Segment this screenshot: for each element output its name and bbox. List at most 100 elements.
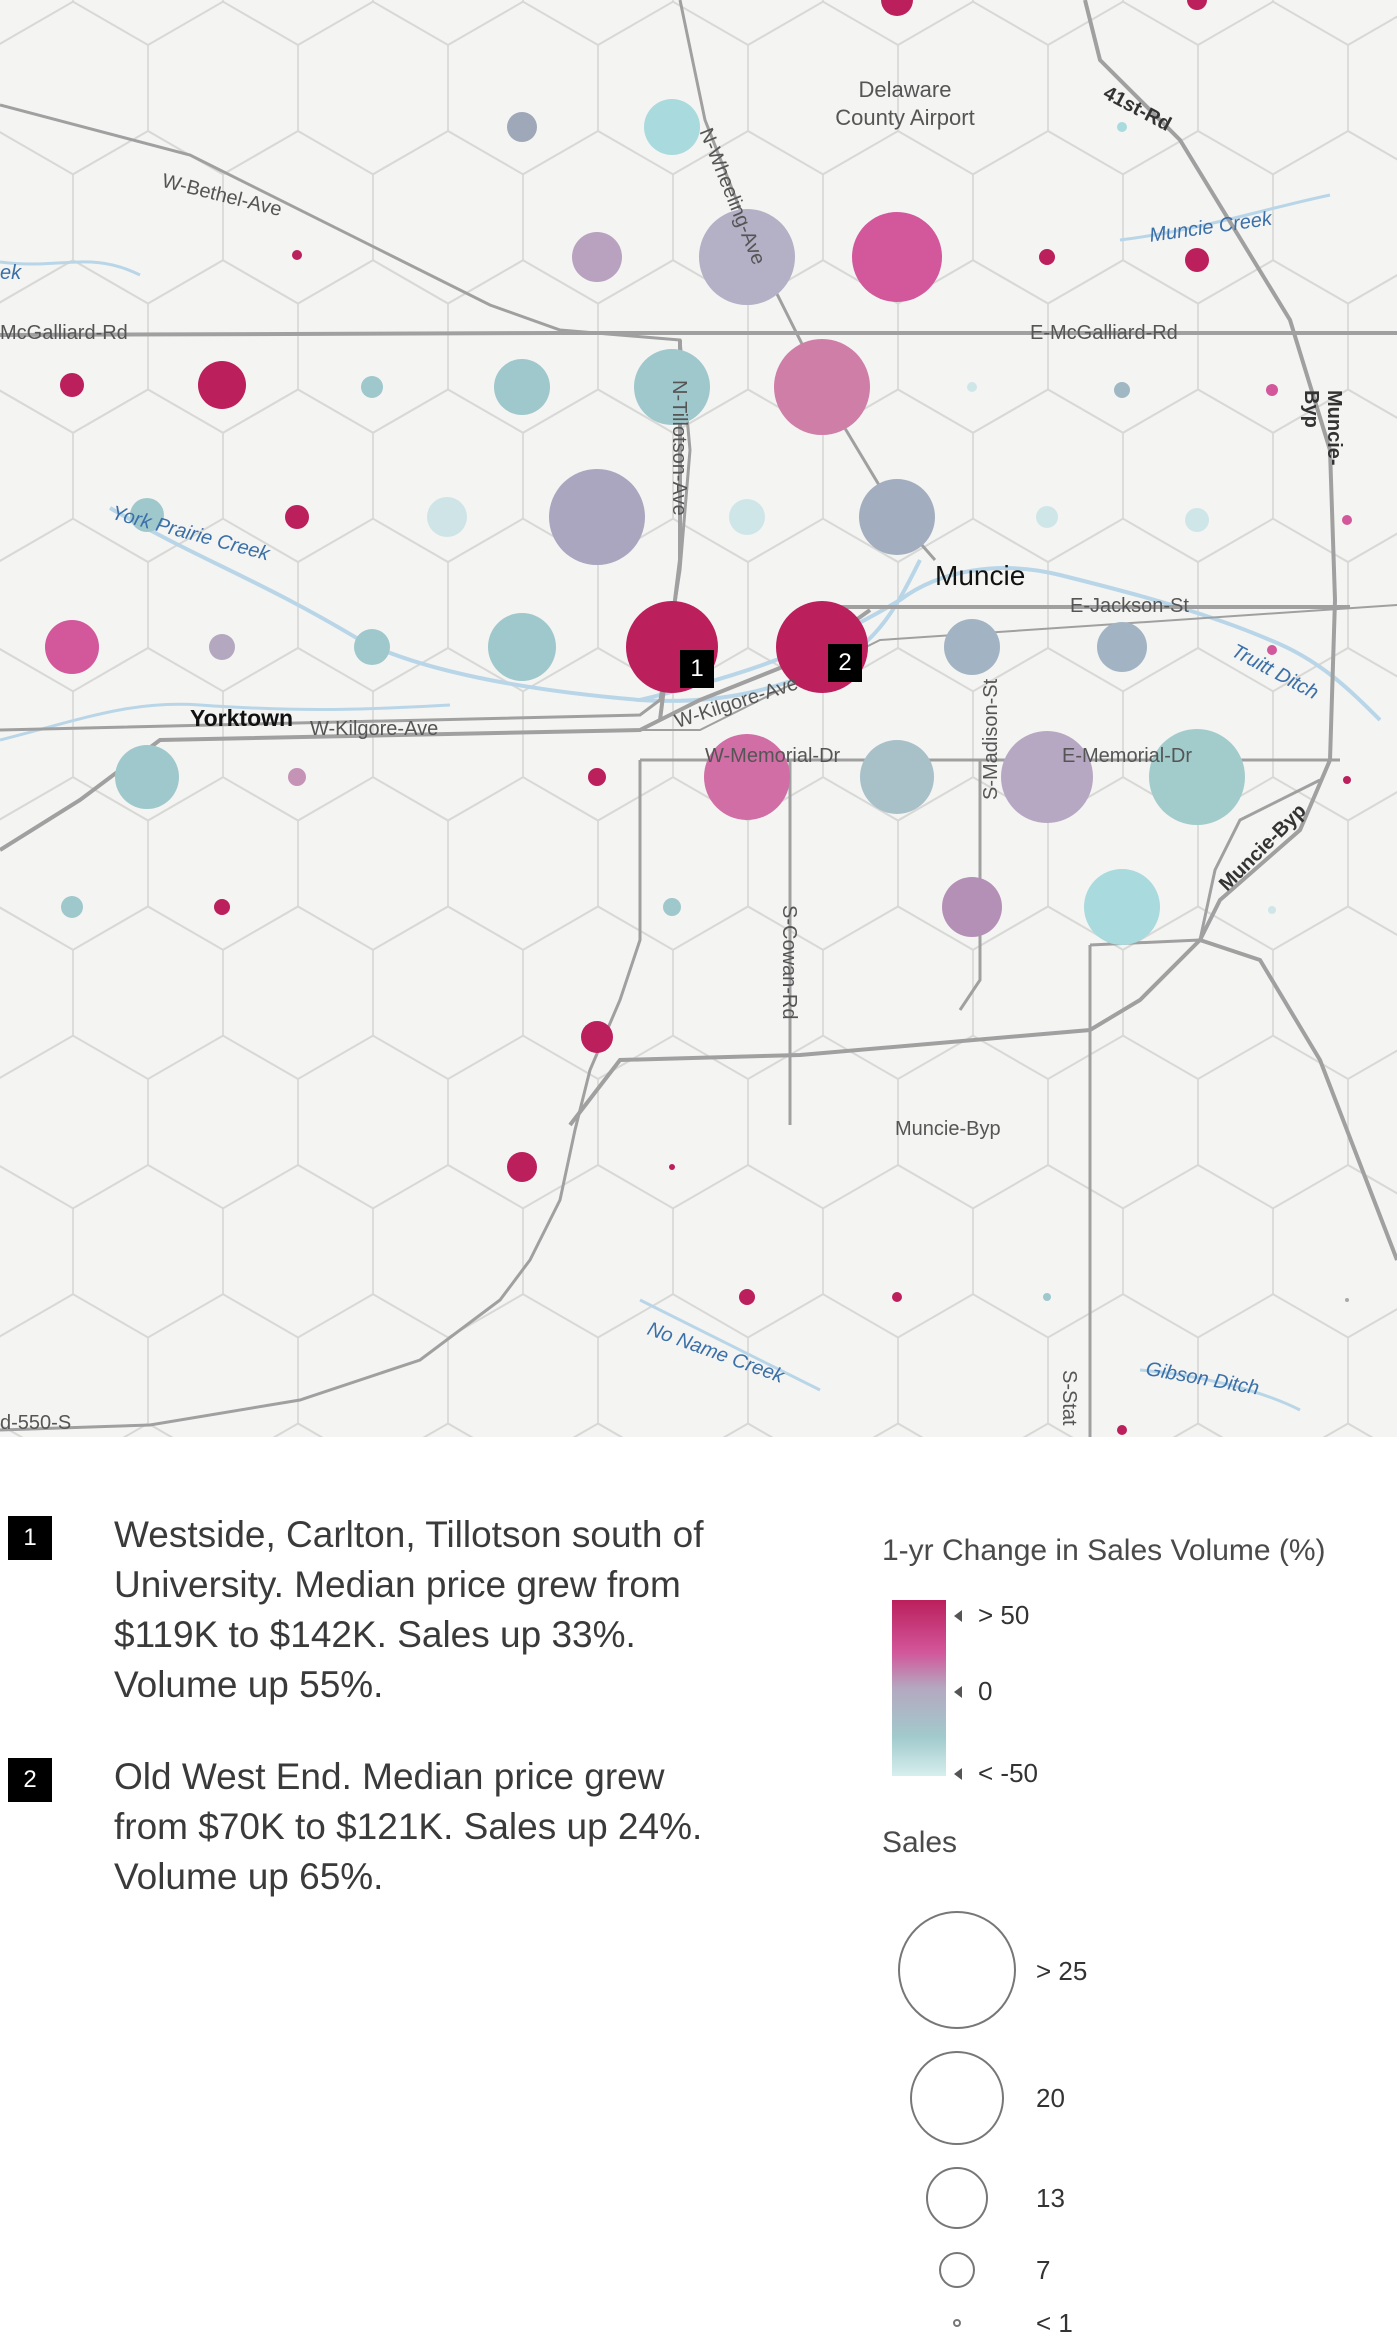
sales-circle[interactable] — [61, 896, 83, 918]
hex-cell — [1122, 1163, 1274, 1339]
hex-cell — [1197, 0, 1349, 176]
sales-circle[interactable] — [1114, 382, 1130, 398]
sales-circle[interactable] — [1001, 731, 1093, 823]
sales-circle[interactable] — [944, 619, 1000, 675]
sales-circle[interactable] — [852, 212, 942, 302]
sales-circle[interactable] — [288, 768, 306, 786]
sales-circle[interactable] — [1267, 645, 1277, 655]
sales-circle[interactable] — [572, 232, 622, 282]
sales-circle[interactable] — [699, 209, 795, 305]
sales-circle[interactable] — [488, 613, 556, 681]
hex-cell — [0, 906, 74, 1080]
hex-cell — [297, 1034, 449, 1210]
hex-cell — [0, 0, 149, 176]
sales-circle[interactable] — [292, 250, 302, 260]
hex-cell — [372, 1163, 524, 1339]
sales-circle[interactable] — [361, 376, 383, 398]
sales-circle[interactable] — [1187, 0, 1207, 10]
sales-circle[interactable] — [1343, 776, 1351, 784]
size-legend-circle-1 — [953, 2319, 961, 2327]
map-marker-1[interactable]: 1 — [680, 650, 714, 688]
sales-circle[interactable] — [285, 505, 309, 529]
color-ramp — [892, 1600, 946, 1776]
sales-circle[interactable] — [588, 768, 606, 786]
sales-circle[interactable] — [1097, 622, 1147, 672]
sales-circle[interactable] — [859, 479, 935, 555]
sales-circle[interactable] — [60, 373, 84, 397]
sales-circle[interactable] — [214, 899, 230, 915]
sales-circle[interactable] — [729, 499, 765, 535]
map-canvas — [0, 0, 1397, 1437]
sales-circle[interactable] — [892, 1292, 902, 1302]
hexbin-map[interactable]: Delaware County Airport Muncie Yorktown … — [0, 0, 1397, 1437]
sales-circle[interactable] — [1268, 906, 1276, 914]
hex-cell — [972, 129, 1124, 305]
hex-cell — [222, 0, 374, 47]
sales-circle[interactable] — [663, 898, 681, 916]
sales-circle[interactable] — [774, 339, 870, 435]
map-marker-2[interactable]: 2 — [828, 644, 862, 682]
legend-color-mid: 0 — [978, 1676, 993, 1706]
sales-circle[interactable] — [1185, 248, 1209, 272]
legend: 1-yr Change in Sales Volume (%) > 50 0 <… — [870, 1520, 1390, 2340]
hex-cell — [1122, 388, 1274, 564]
sales-circle[interactable] — [967, 382, 977, 392]
hex-cell — [297, 776, 449, 951]
hex-cell — [72, 0, 224, 47]
sales-circle[interactable] — [669, 1164, 675, 1170]
hex-cell — [72, 905, 224, 1081]
note-1: 1 Westside, Carlton, Tillotson south of … — [0, 1510, 840, 1720]
hex-cell — [372, 129, 524, 305]
sales-circle[interactable] — [115, 745, 179, 809]
hex-cell — [897, 1293, 1049, 1437]
sales-circle[interactable] — [45, 620, 99, 674]
sales-circle[interactable] — [1117, 1425, 1127, 1435]
hex-cell — [1272, 0, 1397, 47]
sales-circle[interactable] — [1345, 1298, 1349, 1302]
sales-circle[interactable] — [581, 1021, 613, 1053]
sales-circle[interactable] — [549, 469, 645, 565]
hex-cell — [747, 1034, 899, 1210]
legend-size-25: > 25 — [1036, 1956, 1088, 1986]
sales-circle[interactable] — [427, 497, 467, 537]
sales-circle[interactable] — [1342, 515, 1352, 525]
hex-cell — [447, 1293, 599, 1437]
sales-circle[interactable] — [1117, 122, 1127, 132]
sales-circle[interactable] — [704, 734, 790, 820]
sales-circle[interactable] — [130, 498, 164, 532]
sales-circle[interactable] — [1185, 508, 1209, 532]
legend-size-13: 13 — [1036, 2183, 1065, 2213]
sales-circle[interactable] — [198, 361, 246, 409]
sales-circle[interactable] — [634, 349, 710, 425]
muncie-label: Muncie — [935, 560, 1026, 591]
sales-circle[interactable] — [1084, 869, 1160, 945]
hex-cell — [297, 259, 449, 434]
note-line: Westside, Carlton, Tillotson south of — [114, 1514, 704, 1555]
sales-circle[interactable] — [881, 0, 913, 16]
hex-cell — [1347, 532, 1397, 678]
size-legend-circle-25 — [898, 1911, 1016, 2029]
sales-circle[interactable] — [1036, 506, 1058, 528]
sales-circle[interactable] — [739, 1289, 755, 1305]
hex-cell — [1347, 1049, 1397, 1195]
sales-circle[interactable] — [507, 112, 537, 142]
road-label-s-sta: S-Stat — [1058, 1370, 1080, 1426]
hex-cell — [1197, 1034, 1349, 1210]
airport-label: Delaware County Airport — [820, 76, 990, 132]
sales-circle[interactable] — [1266, 384, 1278, 396]
hex-cell — [1347, 15, 1397, 161]
sales-circle[interactable] — [1043, 1293, 1051, 1301]
hex-cell — [1022, 1422, 1074, 1437]
sales-circle[interactable] — [644, 99, 700, 155]
sales-circle[interactable] — [1149, 729, 1245, 825]
sales-circle[interactable] — [209, 634, 235, 660]
sales-circle[interactable] — [354, 629, 390, 665]
hex-cell — [0, 259, 149, 434]
sales-circle[interactable] — [942, 877, 1002, 937]
sales-circle[interactable] — [1039, 249, 1055, 265]
hex-cell — [272, 1422, 324, 1437]
sales-circle[interactable] — [494, 359, 550, 415]
hex-cell — [1197, 1293, 1349, 1437]
sales-circle[interactable] — [507, 1152, 537, 1182]
sales-circle[interactable] — [860, 740, 934, 814]
